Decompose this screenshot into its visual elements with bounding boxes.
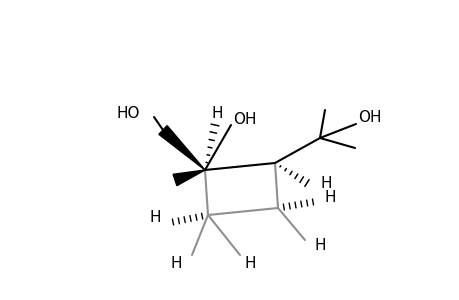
Text: OH: OH — [233, 112, 256, 128]
Text: HO: HO — [116, 106, 140, 121]
Text: H: H — [314, 238, 326, 253]
Text: H: H — [149, 209, 161, 224]
Text: H: H — [211, 106, 222, 121]
Text: H: H — [325, 190, 336, 205]
Text: OH: OH — [357, 110, 381, 125]
Polygon shape — [173, 170, 205, 186]
Text: H: H — [244, 256, 255, 271]
Text: H: H — [170, 256, 182, 271]
Polygon shape — [158, 126, 205, 170]
Text: H: H — [320, 176, 332, 190]
